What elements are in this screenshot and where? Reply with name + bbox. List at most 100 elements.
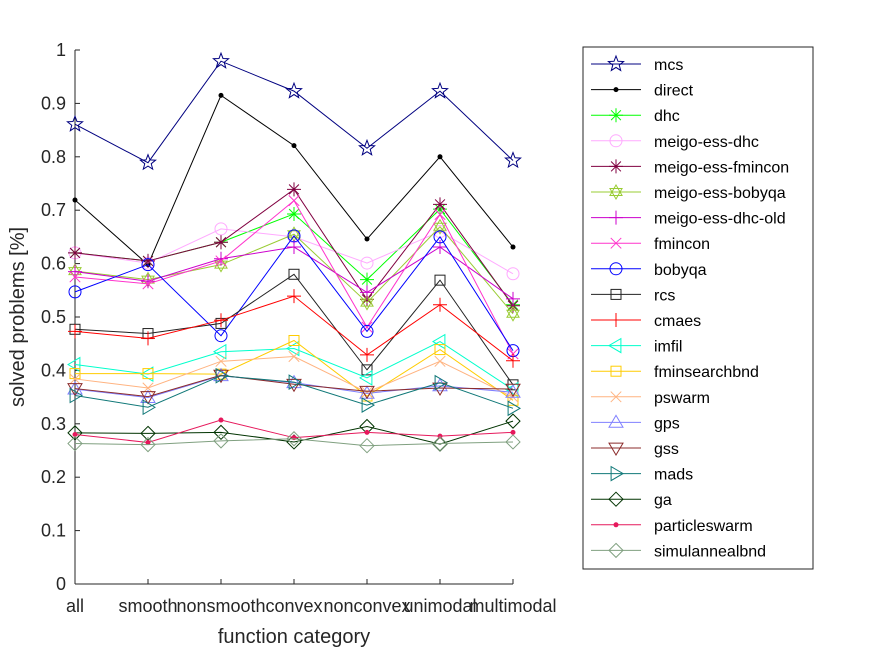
marker — [610, 391, 622, 403]
legend-item: ga — [591, 491, 672, 509]
x-tick-label: smooth — [118, 596, 177, 616]
marker — [214, 329, 228, 343]
marker — [433, 230, 447, 244]
marker — [434, 374, 448, 391]
legend-label: fmincon — [654, 236, 710, 253]
series-simulannealbnd — [67, 431, 521, 454]
marker — [608, 337, 622, 354]
marker — [431, 81, 449, 99]
series-gps — [67, 367, 521, 404]
marker — [360, 324, 374, 338]
marker — [608, 414, 624, 428]
legend-item: meigo-ess-dhc-old — [591, 210, 786, 228]
marker — [288, 374, 302, 391]
legend-label: pswarm — [654, 390, 710, 407]
marker — [510, 244, 516, 250]
marker — [609, 313, 623, 327]
series-line — [74, 438, 514, 447]
series-line — [74, 234, 514, 351]
series-line — [74, 375, 514, 409]
marker — [364, 236, 370, 242]
marker — [505, 384, 521, 398]
legend-item: mcs — [591, 54, 683, 74]
marker — [287, 240, 301, 255]
marker — [507, 400, 521, 417]
y-tick-label: 0 — [56, 574, 66, 594]
y-axis-title: solved problems [%] — [7, 227, 29, 407]
marker — [505, 383, 521, 398]
marker — [609, 159, 623, 174]
marker — [142, 368, 154, 380]
legend-label: bobyqa — [654, 262, 707, 279]
legend-label: gss — [654, 441, 679, 458]
marker — [68, 285, 82, 299]
legend-box — [582, 46, 814, 570]
series-mcs — [66, 51, 522, 171]
marker — [72, 197, 78, 203]
marker — [214, 251, 228, 266]
legend-item: rcs — [591, 287, 675, 304]
marker — [434, 208, 446, 221]
legend-label: meigo-ess-dhc — [654, 134, 759, 151]
marker — [213, 367, 229, 382]
marker — [140, 436, 156, 453]
marker — [214, 222, 228, 236]
legend-label: meigo-ess-dhc-old — [654, 211, 786, 228]
marker — [610, 365, 622, 377]
marker — [218, 92, 224, 98]
marker — [360, 272, 374, 287]
marker — [67, 425, 83, 441]
marker — [510, 429, 516, 435]
marker — [145, 439, 151, 445]
marker — [214, 313, 228, 328]
marker — [287, 182, 301, 197]
marker — [358, 138, 376, 156]
marker — [506, 305, 520, 322]
marker — [215, 255, 227, 267]
marker — [288, 350, 300, 363]
legend-item: meigo-ess-fmincon — [591, 159, 789, 176]
marker — [359, 385, 375, 400]
marker — [610, 288, 622, 300]
marker — [610, 237, 622, 249]
marker — [613, 87, 619, 93]
marker — [213, 343, 227, 360]
marker — [142, 399, 156, 416]
y-tick-label: 0.2 — [41, 467, 66, 487]
marker — [608, 491, 624, 507]
marker — [286, 431, 302, 447]
marker — [68, 324, 82, 339]
legend-item: particleswarm — [591, 518, 753, 535]
marker — [285, 81, 303, 99]
legend-label: particleswarm — [654, 518, 753, 535]
marker — [288, 194, 300, 207]
legend-label: dhc — [654, 108, 680, 125]
x-tick-label: convex — [265, 596, 322, 616]
y-tick-label: 0.8 — [41, 147, 66, 167]
y-tick-label: 0.9 — [41, 93, 66, 113]
marker — [504, 151, 522, 169]
marker — [609, 210, 623, 225]
legend-item: bobyqa — [591, 262, 707, 279]
marker — [212, 51, 230, 69]
marker — [286, 378, 302, 393]
y-tick-label: 0.4 — [41, 360, 66, 380]
marker — [141, 253, 155, 268]
marker — [291, 143, 297, 149]
marker — [361, 364, 373, 376]
marker — [141, 331, 155, 346]
marker — [215, 367, 229, 384]
legend-label: cmaes — [654, 313, 701, 330]
marker — [361, 386, 373, 398]
y-tick-label: 0.5 — [41, 307, 66, 327]
marker — [69, 373, 81, 385]
marker — [287, 226, 301, 243]
y-tick-label: 0.6 — [41, 254, 66, 274]
legend-label: mcs — [654, 57, 683, 74]
marker — [67, 381, 83, 395]
legend-label: mads — [654, 467, 693, 484]
marker — [67, 356, 81, 373]
marker — [505, 413, 521, 429]
legend-label: meigo-ess-fmincon — [654, 159, 789, 176]
